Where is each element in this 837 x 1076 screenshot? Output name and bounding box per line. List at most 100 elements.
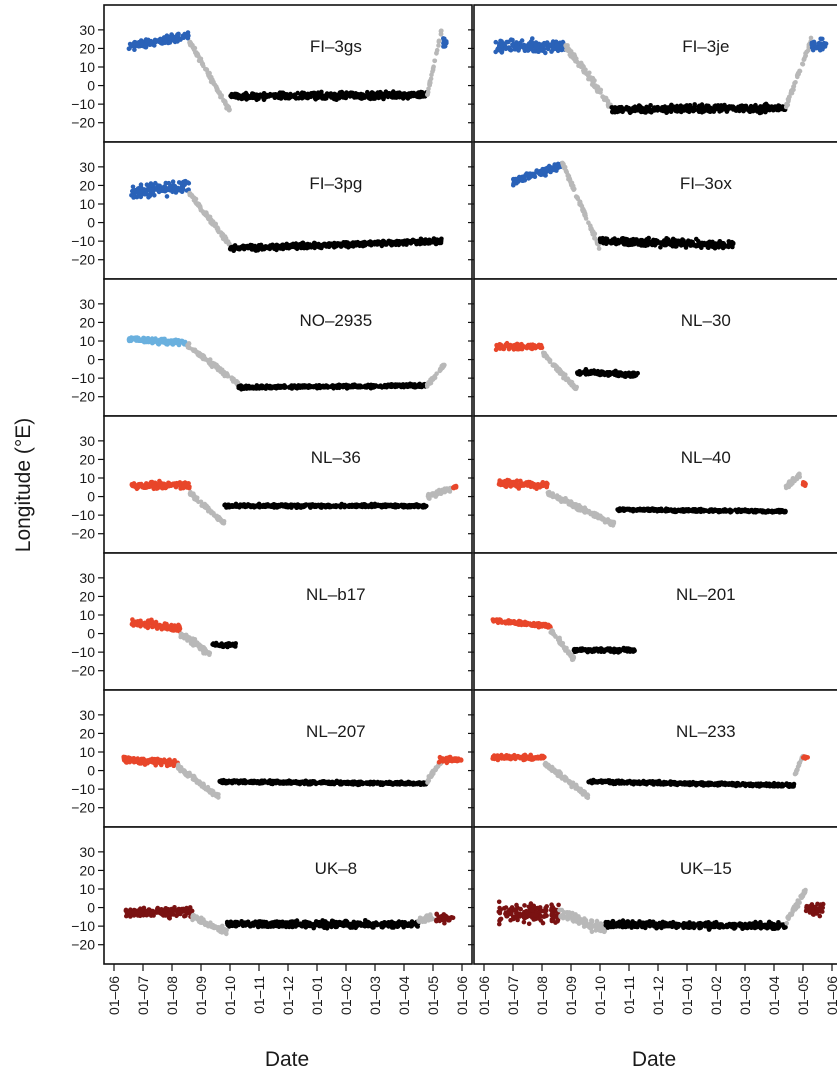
data-point — [413, 502, 419, 508]
data-point — [379, 504, 385, 509]
data-point — [167, 40, 173, 45]
data-point — [233, 380, 239, 385]
data-point — [274, 504, 280, 510]
data-point — [304, 242, 309, 248]
data-point — [679, 242, 684, 247]
data-point — [651, 242, 657, 247]
y-tick-label: −10 — [71, 507, 95, 523]
y-tick-label: 30 — [79, 296, 95, 312]
data-point — [214, 84, 219, 89]
data-point — [321, 503, 326, 509]
data-point — [157, 337, 162, 343]
data-point — [385, 240, 390, 245]
data-point — [333, 95, 339, 100]
data-point — [297, 504, 302, 510]
data-point — [742, 105, 747, 111]
data-point — [624, 104, 629, 110]
data-point — [319, 89, 324, 95]
data-point — [227, 503, 233, 509]
data-point — [135, 42, 140, 47]
data-point — [155, 183, 161, 188]
data-point — [164, 194, 170, 199]
data-point — [191, 197, 197, 203]
data-point — [257, 503, 263, 508]
data-point — [266, 94, 272, 99]
data-point — [284, 92, 290, 97]
data-point — [365, 89, 370, 95]
data-point — [162, 188, 168, 194]
data-point — [199, 59, 204, 65]
data-point — [549, 493, 555, 499]
data-point — [820, 36, 825, 42]
data-point — [295, 384, 300, 390]
data-point — [306, 92, 312, 98]
data-point — [510, 345, 516, 351]
data-point — [248, 95, 253, 100]
data-point — [550, 47, 556, 52]
data-point — [605, 98, 610, 104]
data-point — [820, 44, 825, 50]
data-point — [421, 503, 426, 508]
data-point — [432, 58, 438, 64]
data-point — [289, 503, 294, 508]
data-point — [584, 71, 589, 76]
data-point — [205, 70, 210, 76]
data-point — [347, 383, 353, 389]
data-point — [620, 109, 625, 115]
data-point — [185, 343, 190, 348]
data-point — [496, 345, 501, 350]
data-point — [713, 103, 718, 108]
data-point — [803, 53, 808, 58]
data-point — [268, 244, 274, 250]
data-point — [317, 384, 323, 389]
data-point — [428, 378, 434, 383]
data-point — [153, 39, 158, 44]
data-point — [642, 239, 647, 244]
data-point — [243, 93, 248, 99]
data-point — [214, 362, 219, 368]
data-point — [549, 41, 555, 47]
data-point — [567, 176, 572, 182]
data-point — [420, 382, 425, 388]
data-point — [184, 482, 190, 488]
y-tick-label: −10 — [71, 370, 95, 386]
data-point — [142, 191, 148, 197]
data-point — [207, 75, 213, 81]
data-point — [584, 369, 590, 375]
panel-FI–3ox: FI–3ox — [468, 141, 837, 280]
data-point — [539, 44, 544, 50]
panel-title: NO–2935 — [299, 311, 372, 330]
data-point — [251, 91, 256, 97]
data-point — [541, 482, 547, 488]
data-point — [695, 243, 701, 249]
data-point — [678, 105, 683, 110]
data-point — [536, 41, 542, 47]
y-tick-label: 20 — [79, 314, 95, 330]
y-tick-label: 10 — [79, 333, 95, 349]
data-point — [632, 373, 638, 379]
data-point — [528, 342, 533, 348]
data-point — [299, 94, 305, 100]
panel-title: FI–3je — [682, 37, 729, 56]
data-point — [569, 500, 575, 506]
data-point — [662, 239, 667, 244]
data-point — [590, 511, 595, 517]
data-point — [310, 243, 316, 249]
data-point — [311, 384, 317, 390]
data-point — [213, 514, 219, 519]
data-point — [198, 204, 203, 210]
data-point — [366, 96, 372, 101]
data-point — [429, 72, 434, 78]
data-point — [190, 42, 195, 48]
data-point — [340, 94, 345, 100]
data-point — [783, 104, 789, 110]
data-point — [139, 481, 144, 487]
data-point — [194, 350, 200, 355]
data-point — [341, 240, 347, 246]
data-point — [723, 107, 729, 112]
data-point — [603, 518, 609, 524]
data-point — [232, 504, 237, 509]
data-point — [165, 339, 170, 345]
data-point — [498, 40, 503, 46]
y-tick-label: −10 — [71, 96, 95, 112]
